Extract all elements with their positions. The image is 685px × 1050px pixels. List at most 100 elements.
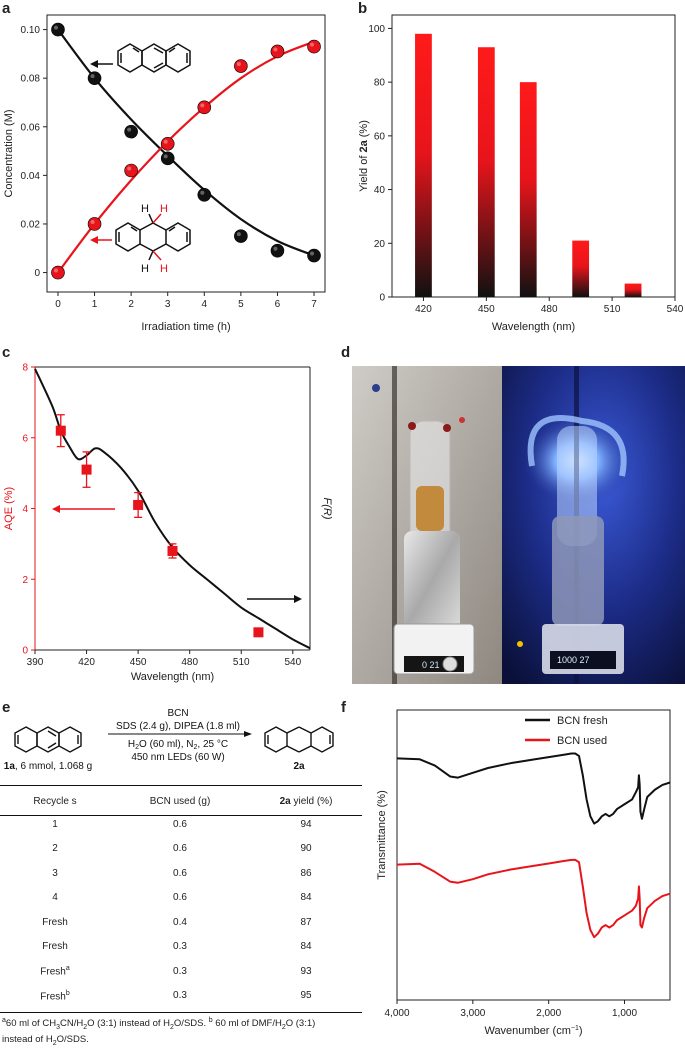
data-point-a: [124, 163, 138, 178]
cell-recycle: 3: [52, 867, 58, 879]
data-point-a: [87, 71, 102, 85]
reaction-scheme: 1a, 6 mmol, 1.068 g BCN SDS (2.4 g), DIP…: [4, 708, 334, 772]
stirrer-display-right: 1000 27: [557, 655, 590, 665]
x-tick-label-a: 1: [92, 299, 98, 310]
data-point-a: [197, 100, 212, 115]
panel-label-c: c: [2, 344, 11, 361]
y-tick-label-c: 2: [22, 575, 28, 586]
legend-label-fresh: BCN fresh: [557, 715, 608, 727]
cell-bcn-used: 0.4: [173, 916, 187, 928]
y-tick-label-b: 20: [374, 239, 386, 250]
x-tick-label-b: 540: [667, 304, 684, 315]
absorption-curve-c: [34, 368, 311, 650]
cell-bcn-used: 0.6: [173, 892, 187, 904]
chart-f: 4,000 3,000 2,000 1,000 Wavenumber (cm−1) Tra…: [376, 709, 671, 1037]
data-point-a: [234, 59, 248, 73]
y-tick-label-a: 0.02: [21, 219, 41, 230]
x-tick-label-a: 7: [311, 299, 317, 310]
data-point-a: [197, 188, 212, 202]
table-header-rule: [0, 815, 362, 816]
reagent-line-2: SDS (2.4 g), DIPEA (1.8 ml): [116, 721, 240, 732]
anthracene-structure: [117, 43, 191, 73]
product-label: 2a: [293, 761, 305, 772]
cell-yield: 84: [300, 941, 312, 953]
cell-yield: 84: [300, 892, 312, 904]
x-tick-label-b: 420: [415, 304, 432, 315]
point-highlight-a: [53, 25, 58, 30]
y-tick-label-b: 100: [368, 24, 385, 35]
bar: [519, 82, 537, 298]
y-tick-label-c: 6: [22, 433, 28, 444]
chart-a: 0 1 2 3 4 5 6 7 0 0.02 0.04 0.06 0.08 0.10 Irradiation…: [3, 14, 326, 333]
chart-c: 390 420 450 480 510 540 0 2 4 6 8 Wavelength (nm) AQ…: [3, 363, 333, 684]
cell-recycle: Fresh: [42, 916, 68, 928]
x-tick-label-f: 4,000: [384, 1008, 409, 1019]
x-tick-label-f: 3,000: [460, 1008, 485, 1019]
anthracene-1a-structure: [14, 726, 82, 753]
data-point-a: [51, 265, 65, 280]
chart-b: 420 450 480 510 540 0 20 40 60 80 100 Wavelength (n…: [358, 14, 684, 333]
x-tick-label-a: 0: [55, 299, 61, 310]
cell-recycle: 2: [52, 843, 58, 855]
data-point-a: [51, 22, 65, 37]
y-tick-label-b: 40: [374, 185, 386, 196]
cell-bcn-used: 0.6: [173, 867, 187, 879]
bar: [624, 283, 642, 297]
x-tick-label-c: 480: [181, 657, 198, 668]
x-tick-label-a: 4: [202, 299, 208, 310]
reagent-line-4: 450 nm LEDs (60 W): [131, 752, 224, 763]
arrow-to-red-series: [90, 236, 112, 244]
cell-yield: 93: [300, 965, 312, 977]
table-row: Freshb 0.3 95: [0, 984, 362, 1009]
h-label-1: H: [141, 203, 149, 215]
cell-bcn-used: 0.3: [173, 941, 187, 953]
plot-frame-a: [46, 14, 326, 293]
x-tick-label-b: 450: [478, 304, 495, 315]
y-axis-label-a: Concentration (M): [3, 109, 15, 197]
table-row: 1 0.6 94: [0, 812, 362, 837]
data-point-a: [87, 217, 102, 231]
right-axis-label-c: F(R): [321, 498, 333, 520]
y-tick-label-a: 0.06: [21, 122, 41, 133]
panel-label-b: b: [358, 0, 368, 17]
cell-recycle: Fresh: [42, 941, 68, 953]
stirrer-display-left: 0 21: [422, 660, 440, 670]
recycle-table: Recycle s BCN used (g) 2a yield (%) 1 0.6…: [0, 790, 362, 1008]
reaction-mixture: [416, 486, 444, 531]
bar: [477, 47, 495, 297]
h-label-4: H: [160, 263, 168, 275]
cell-yield: 94: [300, 818, 312, 830]
aqe-point-c: [167, 545, 178, 556]
cell-recycle: 4: [52, 892, 58, 904]
x-axis-label-f: Wavenumber (cm−1): [484, 1025, 582, 1037]
dihydroanthracene-2a-structure: [264, 726, 334, 753]
table-row: 2 0.6 90: [0, 837, 362, 862]
plot-frame-f: [396, 709, 671, 1001]
point-highlight-a: [273, 246, 278, 251]
bar: [415, 33, 432, 298]
x-tick-label-c: 420: [78, 657, 95, 668]
point-highlight-a: [310, 42, 315, 47]
point-highlight-a: [236, 232, 241, 237]
y-tick-label-b: 60: [374, 131, 386, 142]
point-highlight-a: [53, 268, 58, 273]
header-yield: 2a yield (%): [279, 795, 333, 807]
x-tick-label-c: 450: [130, 657, 147, 668]
data-point-a: [160, 151, 175, 166]
x-tick-label-b: 480: [541, 304, 558, 315]
substrate-label: 1a, 6 mmol, 1.068 g: [4, 761, 92, 772]
y-tick-label-c: 4: [22, 504, 28, 515]
panel-label-e: e: [2, 699, 11, 716]
data-point-a: [160, 136, 175, 151]
ftir-line-used: [396, 858, 671, 939]
data-point-a: [270, 243, 285, 258]
y-axis-label-b: Yield of 2a (%): [358, 120, 370, 192]
data-point-a: [307, 39, 321, 54]
point-highlight-a: [310, 251, 315, 256]
aqe-point-c: [81, 464, 92, 475]
y-tick-label-b: 80: [374, 78, 386, 89]
x-tick-label-c: 540: [284, 657, 301, 668]
panel-label-a: a: [2, 0, 11, 17]
panel-label-f: f: [341, 699, 346, 716]
point-highlight-a: [90, 219, 95, 224]
